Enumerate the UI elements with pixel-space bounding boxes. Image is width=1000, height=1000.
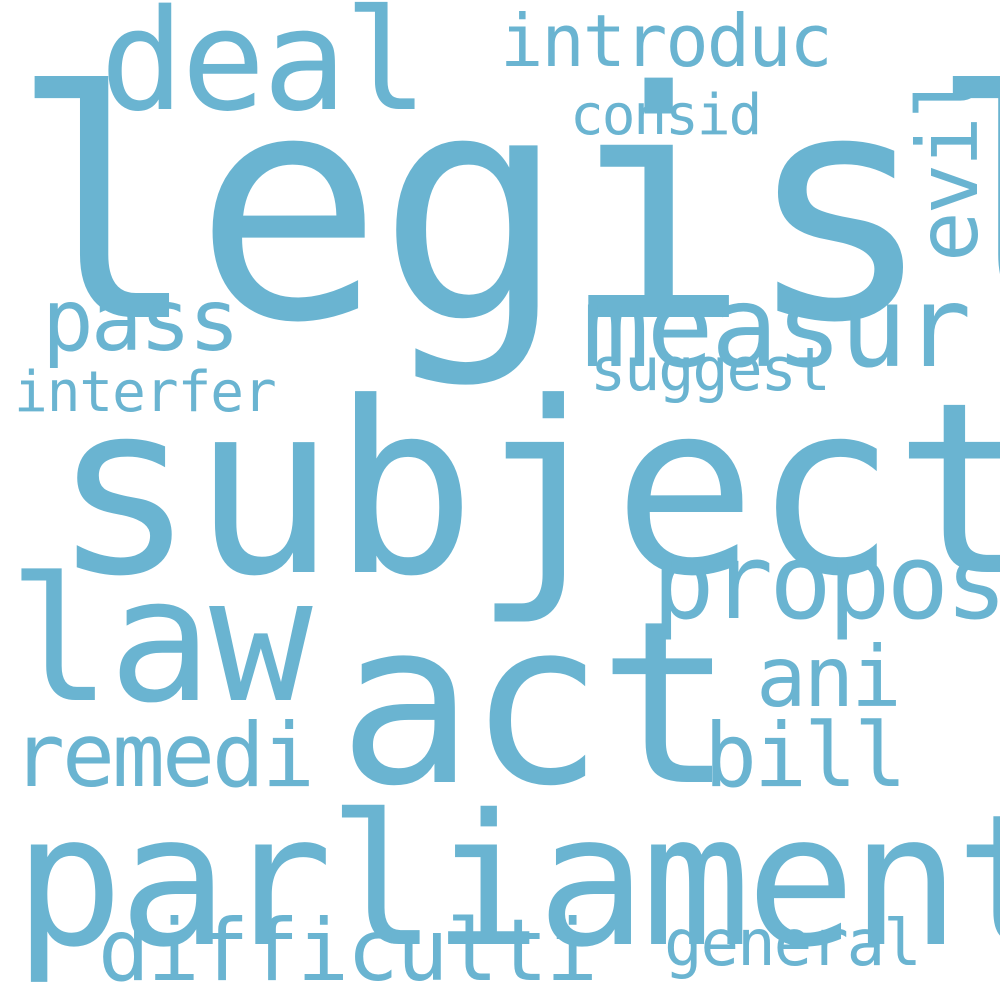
word-difficulti: difficulti xyxy=(98,901,598,1000)
word-introduc: introduc xyxy=(500,0,833,83)
word-suggest: suggest xyxy=(590,335,831,405)
word-subject: subject xyxy=(52,352,1000,629)
word-ani: ani xyxy=(756,628,902,726)
word-legisl: legisl xyxy=(10,26,1000,392)
word-evil: evil xyxy=(899,71,997,262)
word-law: law xyxy=(8,540,313,741)
word-pass: pass xyxy=(42,271,240,371)
word-interfer: interfer xyxy=(14,360,277,425)
word-bill: bill xyxy=(704,704,907,807)
word-deal: deal xyxy=(100,0,428,143)
word-act: act xyxy=(338,573,734,836)
word-general: general xyxy=(664,907,922,981)
word-measur: measur xyxy=(582,263,972,393)
word-parliament: parliament xyxy=(14,775,1000,987)
word-propos: propos xyxy=(652,521,1000,643)
word-consid: consid xyxy=(570,83,762,148)
word-remedi: remedi xyxy=(12,704,315,807)
